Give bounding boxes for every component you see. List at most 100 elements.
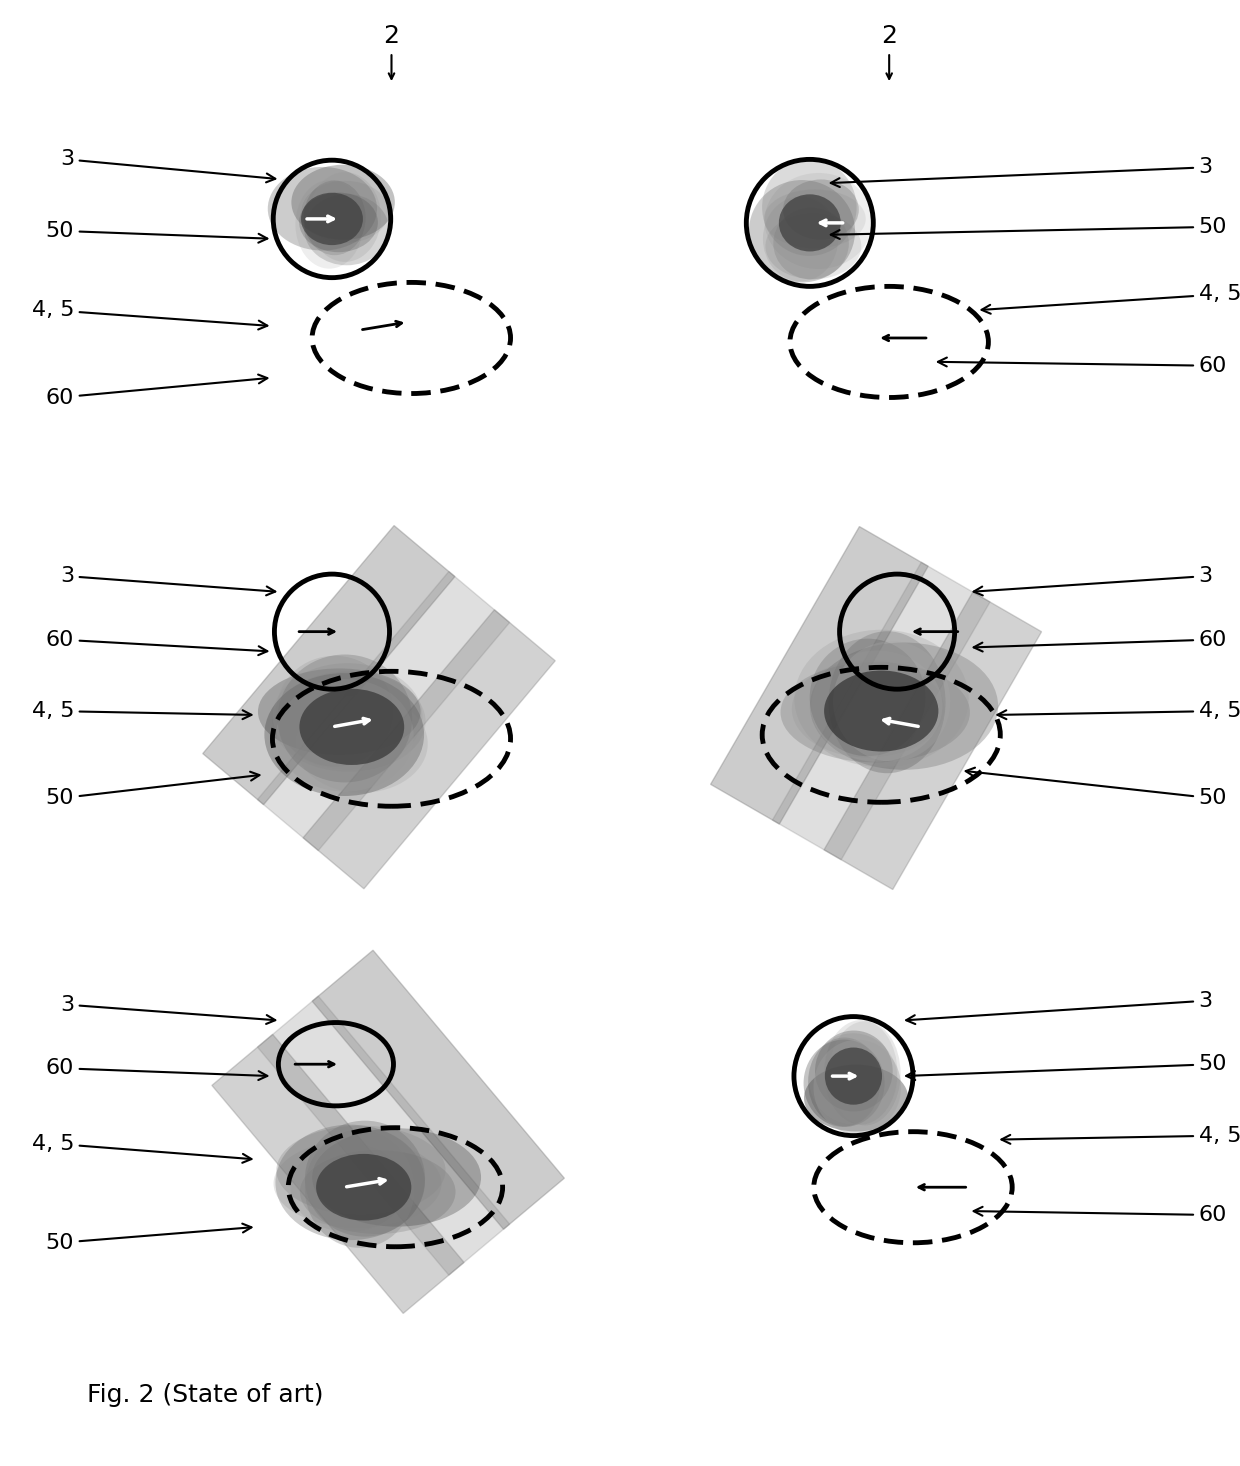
Text: e: e bbox=[210, 943, 228, 970]
Text: f: f bbox=[707, 943, 719, 970]
Text: 2: 2 bbox=[882, 25, 898, 48]
Ellipse shape bbox=[295, 695, 428, 793]
Ellipse shape bbox=[825, 670, 939, 752]
Polygon shape bbox=[312, 950, 564, 1229]
Ellipse shape bbox=[273, 663, 423, 770]
Text: 50: 50 bbox=[966, 768, 1228, 808]
Ellipse shape bbox=[774, 207, 849, 280]
Ellipse shape bbox=[830, 1022, 900, 1126]
Text: 4, 5: 4, 5 bbox=[982, 284, 1240, 314]
Ellipse shape bbox=[274, 1139, 441, 1227]
Polygon shape bbox=[644, 81, 1095, 503]
Ellipse shape bbox=[792, 660, 944, 758]
Ellipse shape bbox=[299, 192, 378, 252]
Ellipse shape bbox=[765, 213, 862, 280]
Ellipse shape bbox=[780, 663, 970, 762]
Ellipse shape bbox=[304, 180, 366, 255]
Text: a: a bbox=[210, 94, 228, 122]
Ellipse shape bbox=[275, 1124, 425, 1240]
Ellipse shape bbox=[300, 1149, 455, 1234]
Text: 60: 60 bbox=[973, 629, 1228, 651]
Ellipse shape bbox=[764, 189, 866, 248]
Ellipse shape bbox=[277, 1126, 445, 1215]
Polygon shape bbox=[773, 563, 990, 859]
Ellipse shape bbox=[312, 1129, 481, 1227]
Ellipse shape bbox=[795, 630, 968, 767]
Ellipse shape bbox=[299, 689, 404, 765]
Text: 50: 50 bbox=[46, 771, 259, 808]
Text: 4, 5: 4, 5 bbox=[31, 1133, 252, 1163]
Text: 3: 3 bbox=[60, 566, 275, 595]
Ellipse shape bbox=[810, 639, 925, 756]
Polygon shape bbox=[680, 927, 1104, 1343]
Ellipse shape bbox=[828, 632, 946, 773]
Ellipse shape bbox=[295, 180, 363, 268]
Text: 50: 50 bbox=[906, 1054, 1228, 1080]
Ellipse shape bbox=[278, 654, 412, 783]
Text: 3: 3 bbox=[973, 566, 1213, 595]
Ellipse shape bbox=[779, 195, 841, 252]
Ellipse shape bbox=[804, 1039, 884, 1127]
Text: c: c bbox=[210, 519, 226, 547]
Ellipse shape bbox=[273, 671, 425, 771]
Ellipse shape bbox=[765, 173, 873, 268]
Ellipse shape bbox=[804, 1064, 908, 1132]
Ellipse shape bbox=[277, 655, 393, 767]
Polygon shape bbox=[166, 500, 595, 937]
Ellipse shape bbox=[290, 1143, 405, 1231]
Text: 60: 60 bbox=[973, 1205, 1228, 1226]
Polygon shape bbox=[203, 526, 455, 805]
Text: 60: 60 bbox=[46, 1058, 268, 1080]
Text: 4, 5: 4, 5 bbox=[31, 301, 268, 330]
Text: 4, 5: 4, 5 bbox=[31, 701, 252, 721]
Polygon shape bbox=[212, 1035, 464, 1314]
Ellipse shape bbox=[808, 1034, 898, 1124]
Text: 50: 50 bbox=[46, 221, 268, 243]
Ellipse shape bbox=[268, 167, 377, 251]
Ellipse shape bbox=[825, 1048, 882, 1105]
Ellipse shape bbox=[815, 1031, 893, 1111]
Polygon shape bbox=[166, 921, 606, 1341]
Text: 60: 60 bbox=[46, 374, 268, 408]
Ellipse shape bbox=[309, 172, 381, 262]
Text: 60: 60 bbox=[46, 629, 268, 655]
Text: 2: 2 bbox=[383, 25, 399, 48]
Ellipse shape bbox=[833, 641, 950, 761]
Text: 50: 50 bbox=[46, 1224, 252, 1253]
Polygon shape bbox=[303, 610, 556, 888]
Ellipse shape bbox=[763, 158, 857, 257]
Ellipse shape bbox=[825, 1020, 898, 1124]
Text: Fig. 2 (State of art): Fig. 2 (State of art) bbox=[87, 1384, 324, 1407]
Ellipse shape bbox=[277, 679, 414, 792]
Ellipse shape bbox=[749, 180, 856, 283]
Polygon shape bbox=[825, 592, 1042, 890]
Ellipse shape bbox=[258, 668, 420, 755]
Ellipse shape bbox=[808, 1038, 880, 1126]
Polygon shape bbox=[711, 526, 929, 824]
Text: 60: 60 bbox=[937, 356, 1228, 375]
Text: b: b bbox=[707, 94, 727, 122]
Text: 3: 3 bbox=[60, 150, 275, 182]
Polygon shape bbox=[676, 498, 1109, 929]
Text: d: d bbox=[707, 519, 727, 547]
Ellipse shape bbox=[782, 179, 859, 240]
Text: 50: 50 bbox=[831, 217, 1228, 239]
Ellipse shape bbox=[291, 164, 394, 240]
Text: 4, 5: 4, 5 bbox=[1002, 1126, 1240, 1145]
Polygon shape bbox=[258, 572, 510, 850]
Text: 4, 5: 4, 5 bbox=[997, 701, 1240, 721]
Ellipse shape bbox=[811, 651, 942, 762]
Ellipse shape bbox=[264, 673, 424, 796]
Polygon shape bbox=[166, 70, 591, 510]
Ellipse shape bbox=[301, 180, 389, 243]
Text: 3: 3 bbox=[906, 991, 1213, 1025]
Text: 3: 3 bbox=[831, 157, 1213, 188]
Ellipse shape bbox=[304, 194, 389, 265]
Ellipse shape bbox=[810, 642, 998, 770]
Ellipse shape bbox=[316, 1154, 412, 1221]
Ellipse shape bbox=[813, 1039, 901, 1135]
Ellipse shape bbox=[305, 1130, 414, 1248]
Polygon shape bbox=[258, 995, 510, 1275]
Ellipse shape bbox=[305, 1120, 425, 1237]
Ellipse shape bbox=[763, 196, 838, 281]
